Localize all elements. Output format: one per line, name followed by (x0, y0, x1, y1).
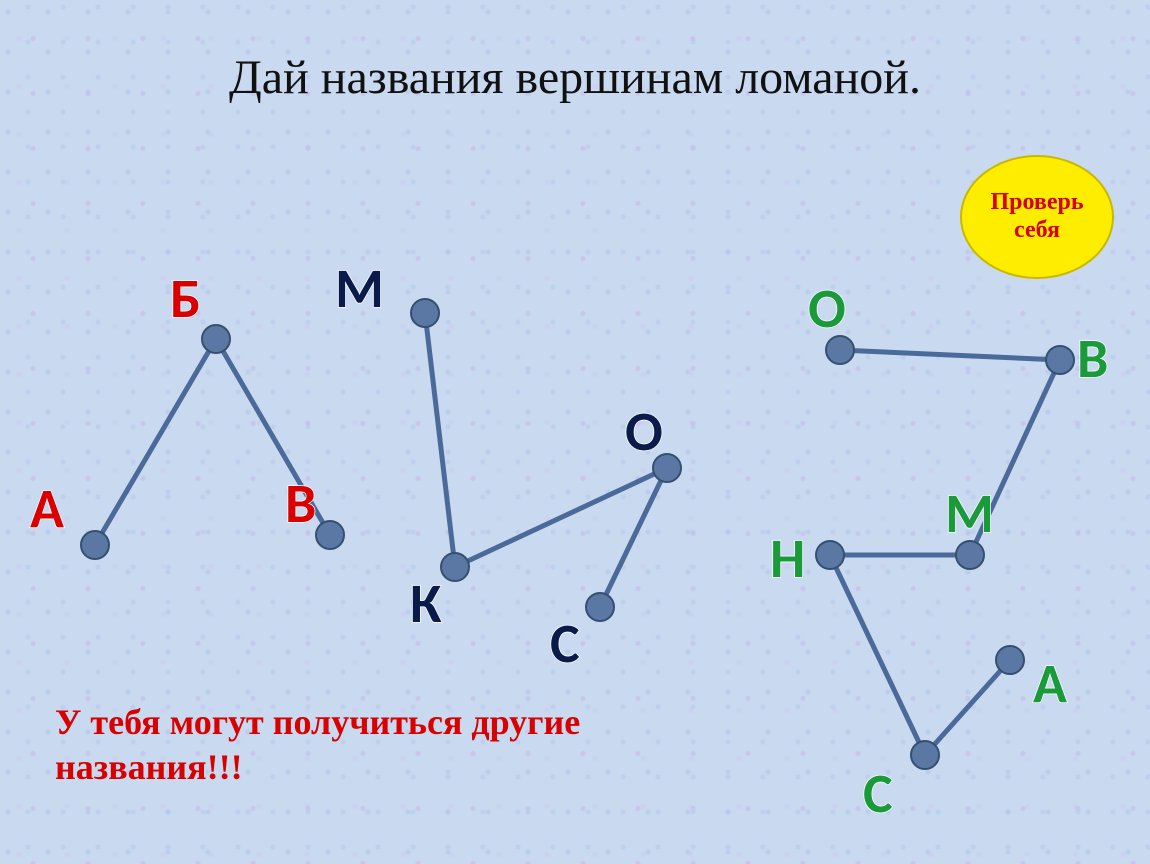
polyline-2 (830, 350, 1060, 755)
vertex-node (586, 593, 614, 621)
vertex-node (316, 521, 344, 549)
vertex-label: Б (170, 265, 201, 333)
vertex-label: О (808, 275, 846, 343)
vertex-label: К (410, 570, 442, 638)
footnote: У тебя могут получиться другие названия!… (55, 700, 580, 790)
vertex-label: М (945, 480, 994, 548)
vertex-label: С (863, 760, 893, 828)
vertex-node (911, 741, 939, 769)
check-badge-line1: Проверь (990, 189, 1083, 215)
vertex-label: А (30, 475, 64, 543)
footnote-line1: У тебя могут получиться другие (55, 702, 580, 742)
vertex-label: М (335, 255, 384, 323)
vertex-node (1046, 346, 1074, 374)
vertex-label: О (625, 398, 663, 466)
check-badge-line2: себя (1014, 217, 1060, 243)
vertex-label: А (1033, 650, 1067, 718)
vertex-node (81, 531, 109, 559)
vertex-label: С (550, 610, 580, 678)
vertex-node (816, 541, 844, 569)
vertex-node (411, 299, 439, 327)
vertex-label: В (1077, 325, 1108, 393)
vertex-label: В (285, 470, 316, 538)
footnote-line2: названия!!! (55, 747, 243, 787)
vertex-node (441, 553, 469, 581)
vertex-node (996, 646, 1024, 674)
vertex-label: Н (770, 525, 805, 593)
check-yourself-badge[interactable]: Проверь себя (960, 155, 1114, 279)
vertex-node (202, 325, 230, 353)
